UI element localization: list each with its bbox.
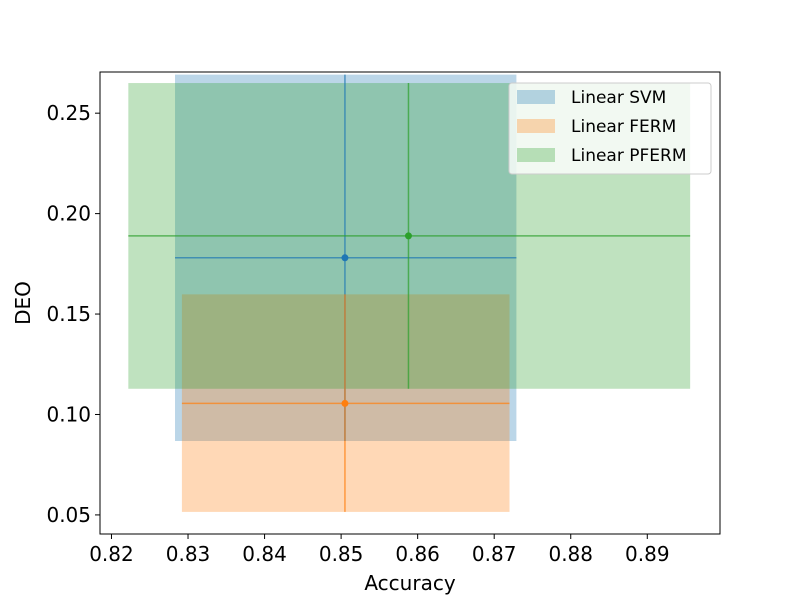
plot-frame xyxy=(99,71,721,535)
legend-swatch-linear-pferm xyxy=(517,148,555,162)
y-tick-label: 0.05 xyxy=(46,503,91,527)
legend-swatch-linear-ferm xyxy=(517,119,555,133)
legend-label-linear-ferm: Linear FERM xyxy=(571,117,676,137)
y-axis-title: DEO xyxy=(11,281,35,325)
x-tick-label: 0.83 xyxy=(166,542,211,566)
y-tick-label: 0.10 xyxy=(46,402,91,426)
y-tick-label: 0.25 xyxy=(46,101,91,125)
x-tick-label: 0.82 xyxy=(89,542,134,566)
legend-label-linear-pferm: Linear PFERM xyxy=(571,146,687,166)
linear-pferm-point xyxy=(404,232,412,240)
y-tick-label: 0.20 xyxy=(46,202,91,226)
linear-ferm-point xyxy=(341,399,349,407)
x-tick-label: 0.87 xyxy=(472,542,517,566)
legend-label-linear-svm: Linear SVM xyxy=(571,88,666,108)
legend-box xyxy=(508,82,712,175)
y-tick-label: 0.15 xyxy=(46,302,91,326)
linear-svm-point xyxy=(341,254,349,262)
x-axis-title: Accuracy xyxy=(364,571,455,595)
x-tick-label: 0.89 xyxy=(625,542,670,566)
x-tick-label: 0.85 xyxy=(319,542,364,566)
x-tick-label: 0.84 xyxy=(242,542,287,566)
x-tick-label: 0.86 xyxy=(395,542,440,566)
x-tick-label: 0.88 xyxy=(548,542,593,566)
legend: Linear SVM Linear FERM Linear PFERM xyxy=(508,82,712,175)
data-points xyxy=(341,232,412,407)
y-axis: 0.05 0.10 0.15 0.20 0.25 xyxy=(46,101,100,527)
legend-swatch-linear-svm xyxy=(517,90,555,104)
x-axis: 0.82 0.83 0.84 0.85 0.86 0.87 0.88 0.89 xyxy=(89,534,670,566)
